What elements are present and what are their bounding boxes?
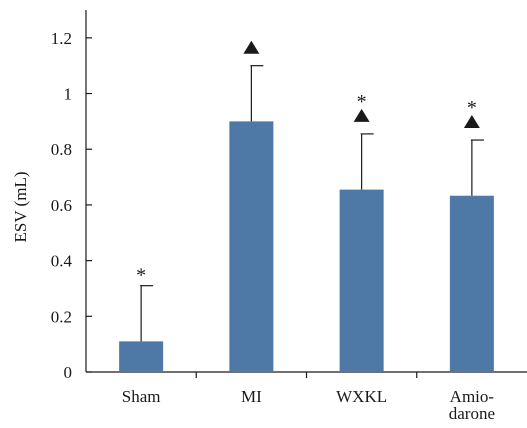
x-category-label: darone [449, 404, 495, 423]
y-tick-label: 0.4 [51, 252, 73, 271]
y-axis-title: ESV (mL) [11, 172, 30, 243]
y-tick-label: 0 [64, 363, 73, 382]
plot-area: 0 0.2 0.4 0.6 0.8 1 1.2 Sham * MI WXKL * Amio-darone… [51, 10, 527, 423]
bar [229, 121, 274, 372]
significance-asterisk: * [357, 91, 367, 113]
triangle-marker [353, 108, 370, 122]
x-category-label: Amio- [450, 387, 495, 406]
x-category-label: Sham [122, 387, 161, 406]
y-tick-label: 1.2 [51, 29, 72, 48]
significance-asterisk: * [136, 265, 146, 287]
y-tick-label: 0.2 [51, 307, 72, 326]
triangle-marker [463, 115, 480, 129]
bar [119, 341, 164, 372]
y-tick-label: 1 [64, 85, 73, 104]
x-category-label: WXKL [336, 387, 387, 406]
triangle-marker [243, 40, 260, 54]
bar [339, 189, 384, 372]
y-tick-label: 0.8 [51, 140, 72, 159]
x-category-label: MI [241, 387, 262, 406]
significance-asterisk: * [467, 97, 477, 119]
y-tick-label: 0.6 [51, 196, 72, 215]
bar [449, 195, 494, 372]
